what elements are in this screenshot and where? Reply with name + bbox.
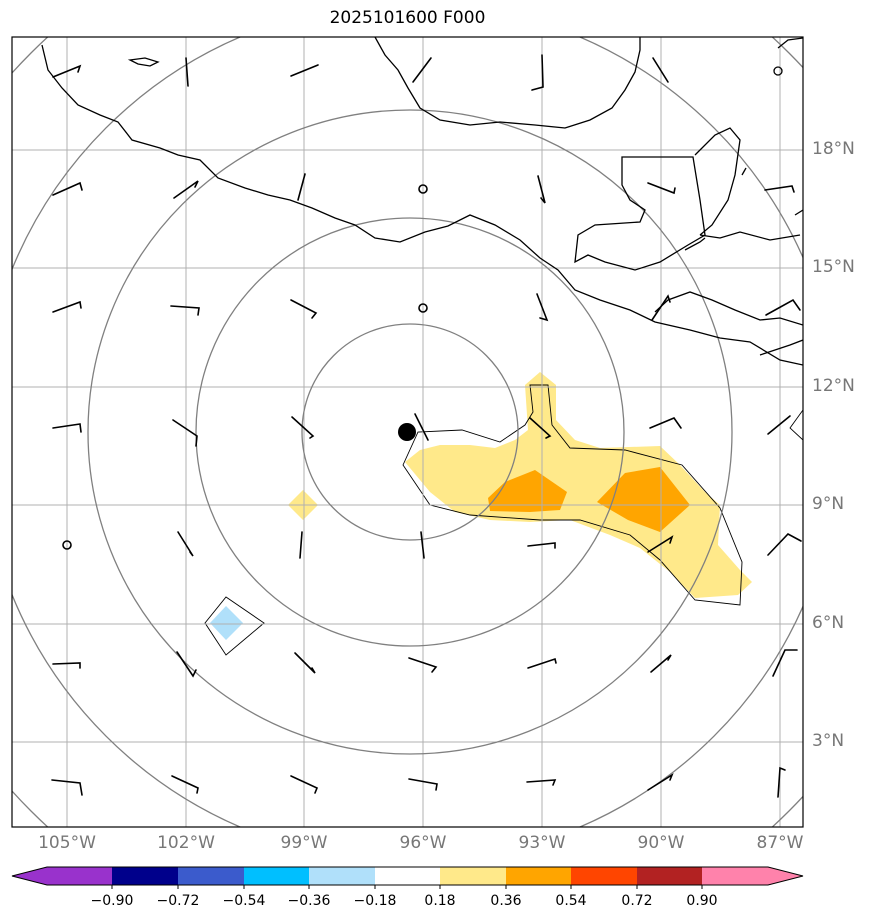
colorbar-tick-label: −0.18 (353, 893, 397, 909)
lon-label-102w: 102°W (157, 833, 215, 853)
map-title: 2025101600 F000 (329, 8, 486, 28)
lon-label-105w: 105°W (38, 833, 96, 853)
colorbar-tick-label: −0.54 (222, 893, 266, 909)
colorbar-min-extend (12, 867, 112, 885)
lat-label-12n: 12°N (812, 376, 855, 396)
lon-label-96w: 96°W (399, 833, 447, 853)
lon-label-90w: 90°W (637, 833, 685, 853)
lon-label-93w: 93°W (518, 833, 566, 853)
contour-lines (204, 384, 803, 656)
colorbar-tick-label: 0.54 (555, 893, 587, 909)
coastline (41, 37, 803, 366)
lat-label-15n: 15°N (812, 257, 855, 277)
map-frame (11, 36, 804, 828)
anomaly-fill (210, 372, 752, 640)
colorbar-tick-label: 0.72 (621, 893, 653, 909)
lat-label-3n: 3°N (812, 731, 845, 751)
colorbar (11, 866, 804, 889)
lat-label-9n: 9°N (812, 494, 845, 514)
colorbar-max-extend (702, 867, 803, 885)
lon-label-87w: 87°W (756, 833, 804, 853)
colorbar-tick-label: 0.36 (490, 893, 522, 909)
colorbar-tick-label: −0.90 (90, 893, 134, 909)
lat-label-18n: 18°N (812, 139, 855, 159)
colorbar-tick-label: 0.18 (424, 893, 456, 909)
storm-center-marker (398, 423, 416, 441)
lat-label-6n: 6°N (812, 613, 845, 633)
wind-barbs (51, 54, 802, 798)
colorbar-tick-label: 0.90 (686, 893, 718, 909)
gridlines (12, 37, 803, 827)
calm-wind-circles (62, 184, 428, 550)
colorbar-tick-label: −0.72 (156, 893, 200, 909)
colorbar-tick-label: −0.36 (287, 893, 331, 909)
lon-label-99w: 99°W (280, 833, 328, 853)
